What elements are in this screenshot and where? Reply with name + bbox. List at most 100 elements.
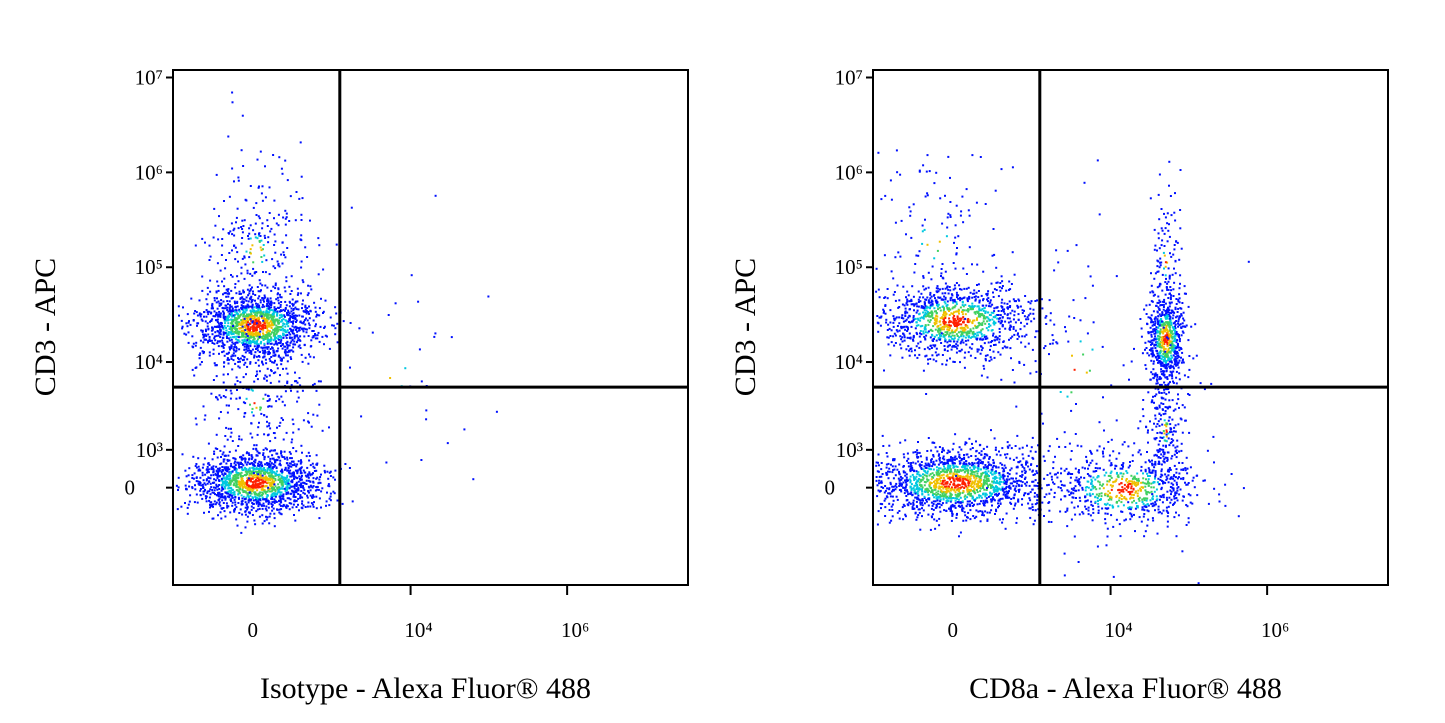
event-dot xyxy=(904,315,907,317)
event-dot xyxy=(251,389,254,392)
event-dot xyxy=(931,265,934,268)
event-dot xyxy=(924,338,927,341)
event-dot xyxy=(215,483,218,486)
event-dot xyxy=(214,493,216,496)
event-dot xyxy=(273,244,276,246)
event-dot xyxy=(205,495,208,498)
event-dot xyxy=(208,464,211,466)
event-dot xyxy=(316,337,319,340)
event-dot xyxy=(951,329,954,332)
event-dot xyxy=(207,471,210,474)
event-dot xyxy=(941,474,943,477)
event-dot xyxy=(245,463,248,466)
event-dot xyxy=(978,307,981,310)
event-dot xyxy=(263,490,266,493)
event-dot xyxy=(952,301,955,304)
event-dot xyxy=(278,425,281,427)
event-dot xyxy=(264,346,267,349)
event-dot xyxy=(253,487,256,490)
event-dot xyxy=(229,310,232,313)
event-dot xyxy=(963,366,966,369)
event-dot xyxy=(274,359,276,362)
event-dot xyxy=(979,520,982,523)
event-dot xyxy=(955,333,958,336)
event-dot xyxy=(240,266,243,269)
event-dot xyxy=(199,352,202,355)
event-dot xyxy=(982,298,985,300)
event-dot xyxy=(875,290,878,293)
event-dot xyxy=(256,349,259,352)
event-dot xyxy=(290,290,293,292)
event-dot xyxy=(961,485,964,488)
event-dot xyxy=(943,325,946,328)
event-dot xyxy=(300,478,303,481)
event-dot xyxy=(240,438,243,441)
event-dot xyxy=(971,308,974,311)
event-dot xyxy=(1019,480,1022,483)
event-dot xyxy=(228,450,231,453)
event-dot xyxy=(276,310,279,313)
event-dot xyxy=(975,509,978,512)
event-dot xyxy=(177,476,180,479)
event-dot xyxy=(992,311,995,314)
event-dot xyxy=(287,492,289,495)
event-dot xyxy=(269,460,272,463)
event-dot xyxy=(206,468,209,471)
event-dot xyxy=(253,402,256,405)
event-dot xyxy=(245,296,248,299)
event-dot xyxy=(267,499,269,502)
event-dot xyxy=(937,308,940,311)
event-dot xyxy=(221,473,224,476)
event-dot xyxy=(964,339,967,342)
event-dot xyxy=(254,328,257,330)
event-dot xyxy=(279,512,282,515)
event-dot xyxy=(311,330,314,332)
event-dot xyxy=(245,496,248,499)
event-dot xyxy=(1008,326,1011,329)
event-dot xyxy=(245,305,248,308)
event-dot xyxy=(1020,321,1022,324)
event-dot xyxy=(270,342,273,345)
event-dot xyxy=(240,242,243,245)
event-dot xyxy=(876,495,879,498)
event-dot xyxy=(260,256,263,258)
event-dot xyxy=(1064,326,1066,329)
event-dot xyxy=(952,345,954,348)
event-dot xyxy=(1001,287,1003,290)
event-dot xyxy=(332,490,335,493)
event-dot xyxy=(289,462,291,465)
event-dot xyxy=(256,338,259,341)
event-dot xyxy=(254,458,257,461)
event-dot xyxy=(243,490,246,493)
event-dot xyxy=(308,421,310,424)
event-dot xyxy=(261,496,264,499)
event-dot xyxy=(296,469,299,472)
event-dot xyxy=(226,474,229,477)
event-dot xyxy=(927,299,930,302)
event-dot xyxy=(258,185,260,188)
event-dot xyxy=(264,469,267,472)
event-dot xyxy=(236,524,239,527)
event-dot xyxy=(956,340,959,343)
event-dot xyxy=(245,486,248,488)
event-dot xyxy=(250,498,253,501)
event-dot xyxy=(254,361,257,364)
event-dot xyxy=(257,334,260,337)
event-dot xyxy=(341,502,344,505)
event-dot xyxy=(237,408,240,411)
event-dot xyxy=(243,363,246,366)
event-dot xyxy=(960,317,963,320)
event-dot xyxy=(213,207,216,210)
event-dot xyxy=(255,302,257,305)
event-dot xyxy=(288,331,291,334)
event-dot xyxy=(935,312,938,315)
event-dot xyxy=(257,478,260,481)
event-dot xyxy=(273,331,275,334)
event-dot xyxy=(236,317,239,320)
event-dot xyxy=(1043,459,1046,462)
event-dot xyxy=(1001,285,1004,287)
event-dot xyxy=(925,312,928,315)
event-dot xyxy=(257,215,260,218)
event-dot xyxy=(226,438,229,441)
event-dot xyxy=(243,348,246,351)
